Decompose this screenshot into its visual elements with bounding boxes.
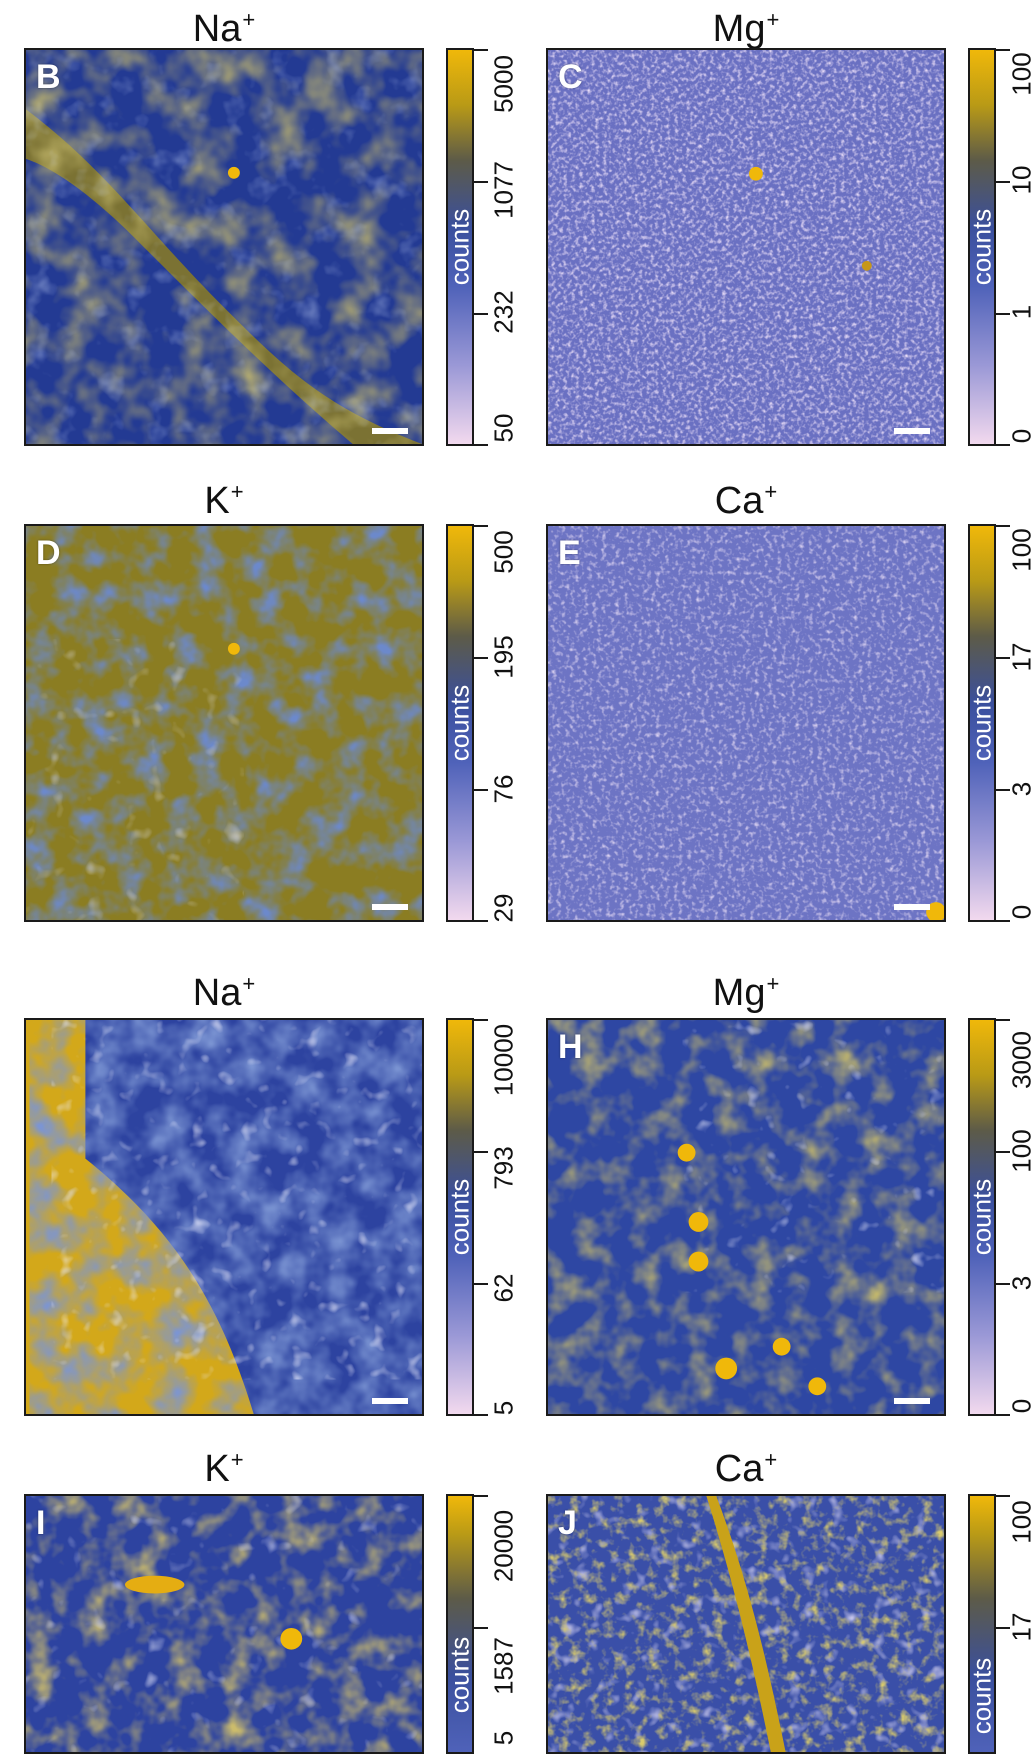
- scale-bar: [372, 904, 408, 910]
- panel-letter: C: [558, 60, 583, 94]
- tick-label: 50: [489, 414, 520, 443]
- tick-label: 1: [1007, 305, 1032, 319]
- colorbar: counts: [446, 1494, 474, 1754]
- tick-label: 10000: [489, 1024, 520, 1096]
- scale-bar: [894, 904, 930, 910]
- panel-letter: E: [558, 536, 581, 570]
- ion-title: Ca+: [626, 472, 866, 521]
- tick-label: 0: [1007, 1399, 1032, 1413]
- tick-label: 195: [489, 635, 520, 678]
- tick-label: 100: [1007, 528, 1032, 571]
- colorbar: counts: [968, 524, 996, 922]
- tick-label: 100: [1007, 1500, 1032, 1543]
- tick-label: 1587: [489, 1637, 520, 1695]
- tick-label: 0: [1007, 905, 1032, 919]
- tick-label: 232: [489, 290, 520, 333]
- ion-title: Mg+: [626, 0, 866, 49]
- colorbar: counts: [446, 48, 474, 446]
- ion-map-image: E: [546, 524, 946, 922]
- colorbar-label: counts: [967, 1657, 998, 1734]
- colorbar-label: counts: [445, 1179, 476, 1256]
- colorbar-label: counts: [967, 1179, 998, 1256]
- ion-map-image: D: [24, 524, 424, 922]
- colorbar-label: counts: [445, 685, 476, 762]
- colorbar: counts: [446, 524, 474, 922]
- tick-label: 29: [489, 894, 520, 923]
- tick-label: 10: [1007, 166, 1032, 195]
- tick-label: 17: [1007, 643, 1032, 672]
- colorbar-label: counts: [967, 209, 998, 286]
- tick-label: 62: [489, 1274, 520, 1303]
- tick-label: 793: [489, 1146, 520, 1189]
- tick-label: 20000: [489, 1510, 520, 1582]
- panel-letter: J: [558, 1506, 577, 1540]
- scale-bar: [894, 428, 930, 434]
- scale-bar: [372, 428, 408, 434]
- colorbar: counts: [968, 48, 996, 446]
- tick-label: 100: [1007, 1129, 1032, 1172]
- ion-title: Na+: [104, 964, 344, 1013]
- tick-label: 3: [1007, 1276, 1032, 1290]
- tick-label: 17: [1007, 1613, 1032, 1642]
- scale-bar: [894, 1398, 930, 1404]
- ion-title: Na+: [104, 0, 344, 49]
- ion-map-image: C: [546, 48, 946, 446]
- panel-letter: H: [558, 1030, 583, 1064]
- ion-map-image: B: [24, 48, 424, 446]
- panel-letter: D: [36, 536, 61, 570]
- colorbar-label: counts: [967, 685, 998, 762]
- tick-label: 100: [1007, 52, 1032, 95]
- tick-label: 3: [1007, 782, 1032, 796]
- tick-label: 500: [489, 530, 520, 573]
- ion-title: K+: [104, 1440, 344, 1489]
- panel-letter: I: [36, 1506, 45, 1540]
- colorbar: counts: [968, 1494, 996, 1754]
- tick-label: 1077: [489, 161, 520, 219]
- colorbar-label: counts: [445, 1637, 476, 1714]
- tick-label: 3000: [1007, 1031, 1032, 1089]
- ion-title: Mg+: [626, 964, 866, 1013]
- colorbar: counts: [446, 1018, 474, 1416]
- tick-label: 5: [489, 1401, 520, 1415]
- tick-label: 5: [489, 1731, 520, 1745]
- panel-letter: B: [36, 60, 61, 94]
- colorbar: counts: [968, 1018, 996, 1416]
- ion-title: Ca+: [626, 1440, 866, 1489]
- scale-bar: [372, 1398, 408, 1404]
- colorbar-label: counts: [445, 209, 476, 286]
- ion-map-image: I: [24, 1494, 424, 1754]
- ion-map-image: H: [546, 1018, 946, 1416]
- ion-map-image: J: [546, 1494, 946, 1754]
- tick-label: 76: [489, 775, 520, 804]
- tick-label: 0: [1007, 429, 1032, 443]
- ion-map-image: [24, 1018, 424, 1416]
- tick-label: 5000: [489, 55, 520, 113]
- ion-title: K+: [104, 472, 344, 521]
